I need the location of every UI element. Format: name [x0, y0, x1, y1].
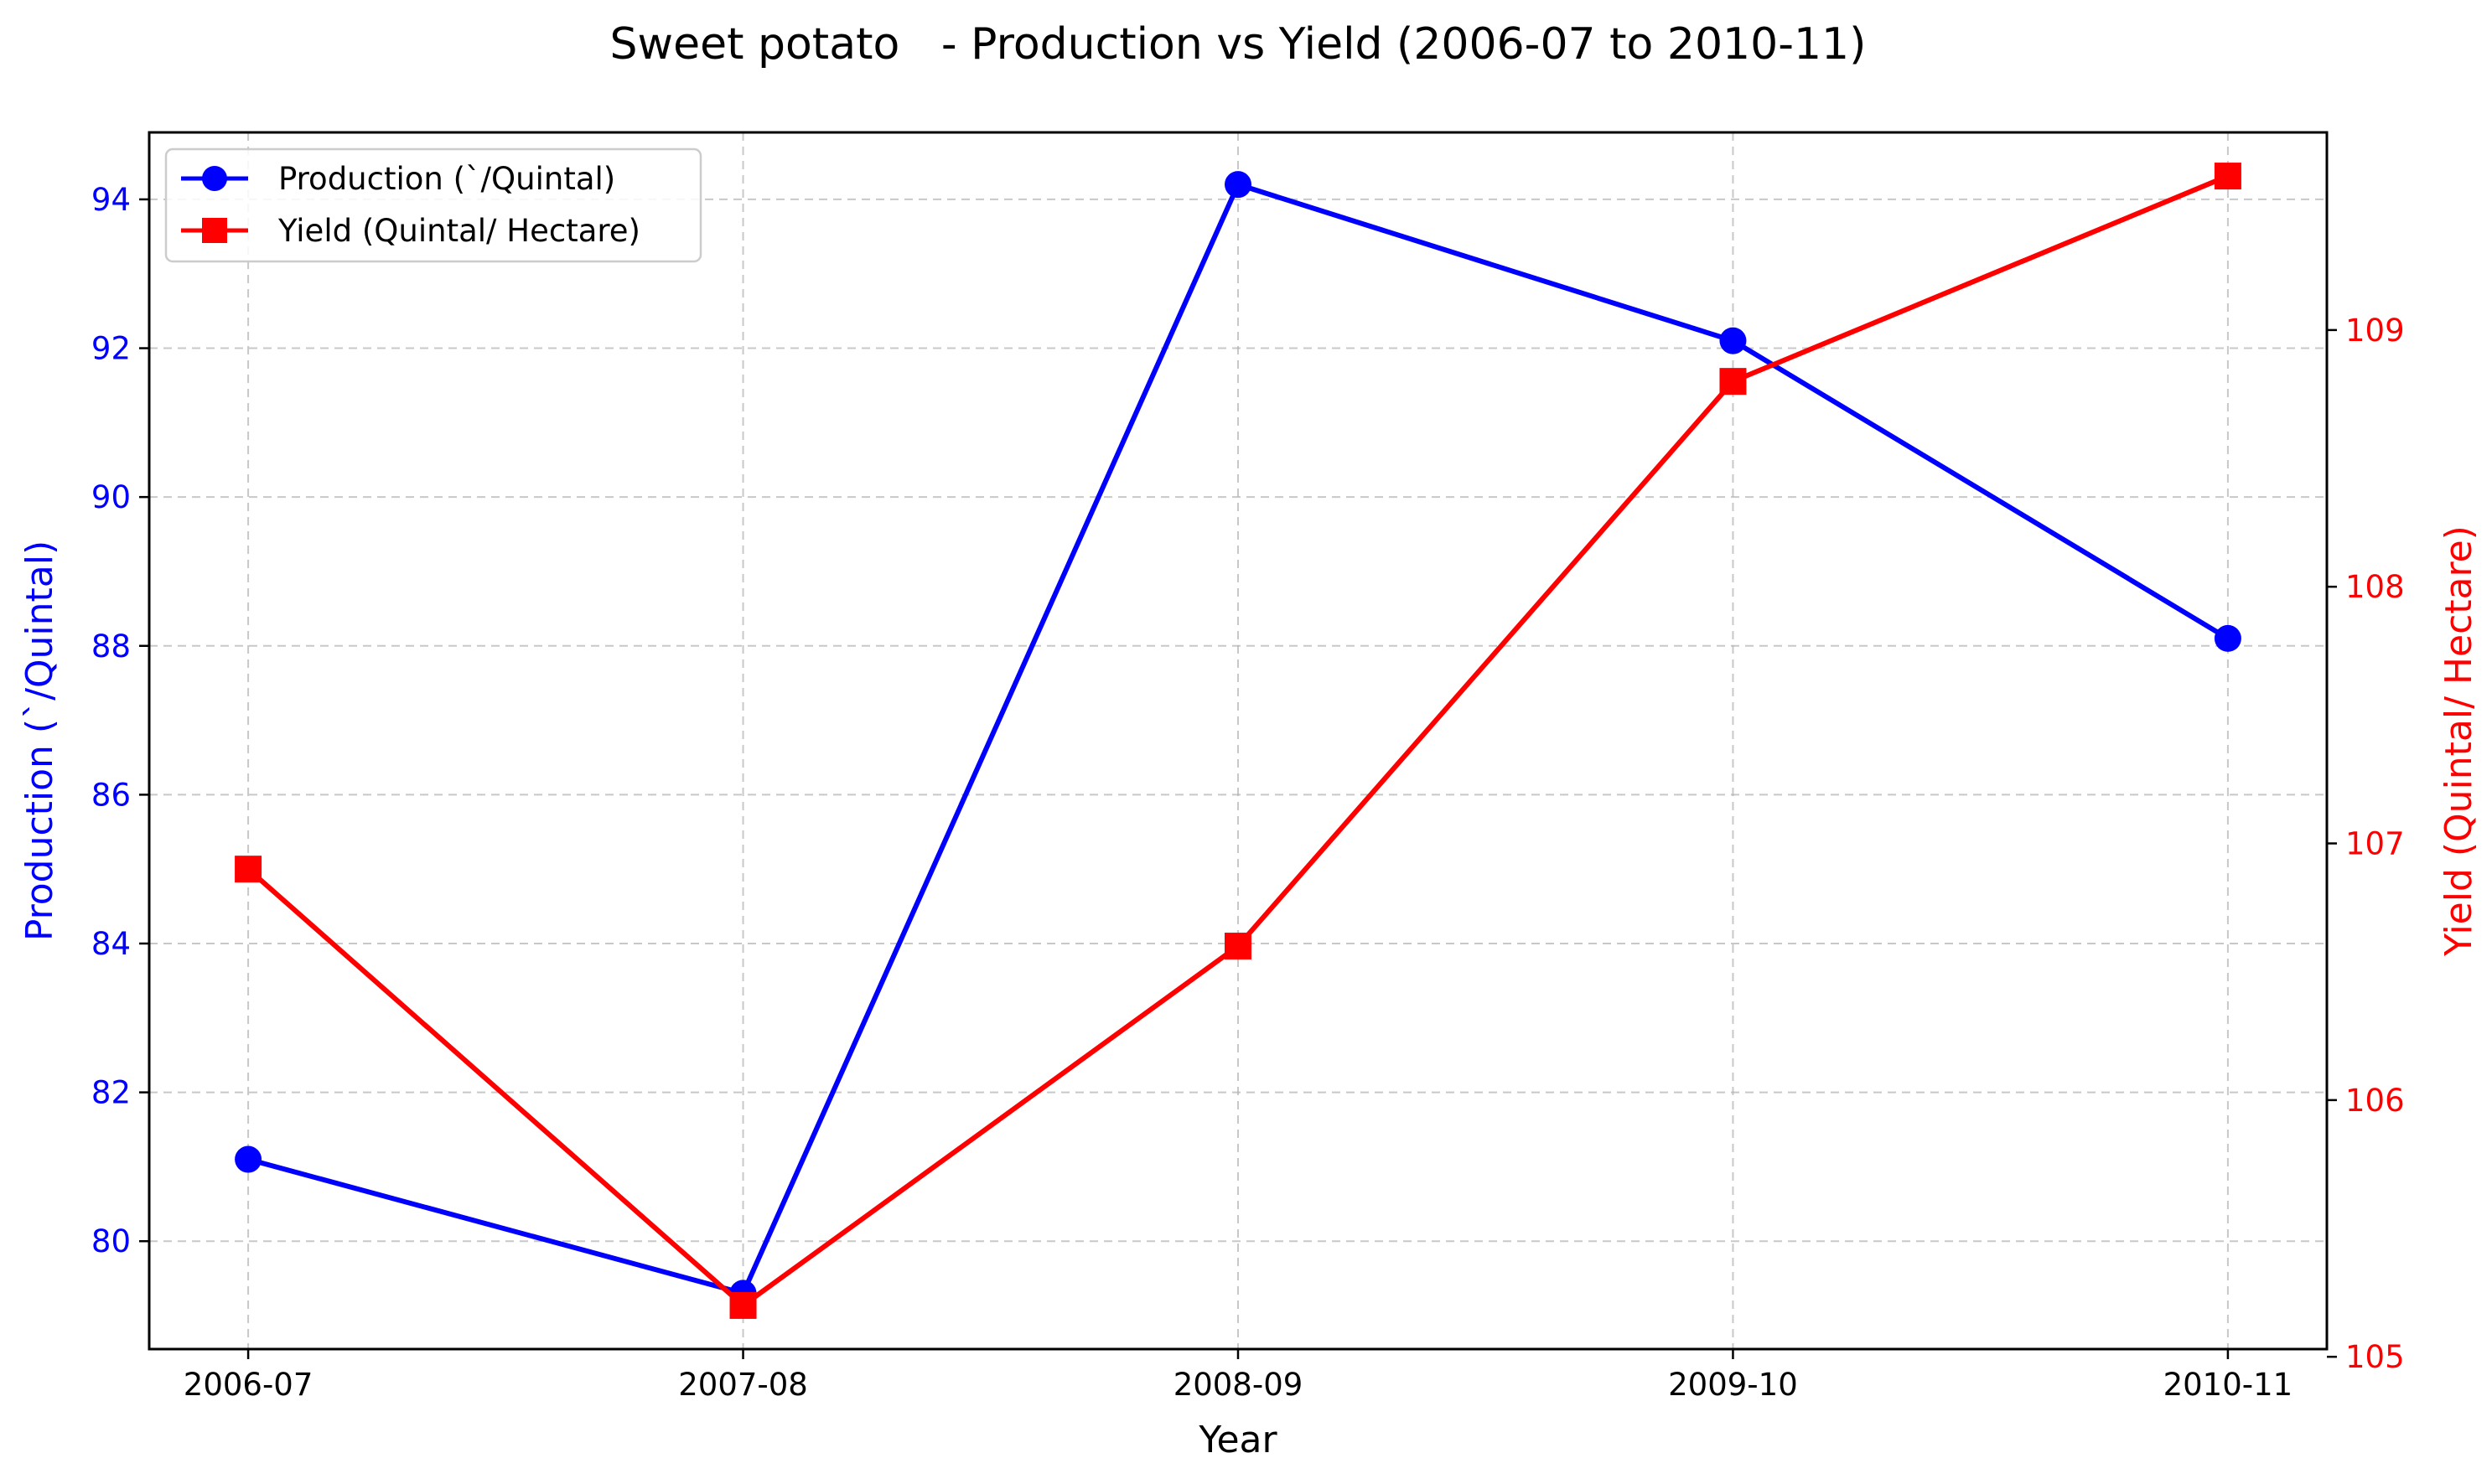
data-point-production	[2214, 624, 2241, 652]
legend-label-production: Production (`/Quintal)	[278, 161, 615, 197]
data-point-production	[1225, 171, 1251, 199]
y-axis-right-label: Yield (Quintal/ Hectare)	[2438, 525, 2480, 957]
legend-marker-yield	[202, 218, 227, 243]
legend-label-yield: Yield (Quintal/ Hectare)	[277, 213, 640, 249]
x-axis: 2006-07 2007-08 2008-09 2009-10 2010-11	[184, 1349, 2293, 1403]
legend-box	[164, 147, 702, 263]
y-left-tick-label: 94	[91, 182, 131, 218]
data-point-production	[1719, 327, 1747, 354]
y-axis-right: 105 106 107 108 109	[2327, 313, 2405, 1375]
series-layer	[235, 163, 2241, 1319]
y-right-tick-label: 108	[2345, 569, 2405, 605]
y-left-tick-label: 90	[91, 479, 131, 515]
y-right-tick-label: 106	[2345, 1083, 2405, 1119]
y-right-tick-label: 105	[2345, 1339, 2405, 1375]
data-point-yield	[1719, 368, 1747, 396]
y-axis-left: 80 82 84 86 88 90 92 94	[91, 182, 149, 1259]
data-point-production	[235, 1145, 262, 1173]
y-right-tick-label: 109	[2345, 313, 2405, 349]
y-left-tick-label: 84	[91, 926, 131, 962]
y-axis-left-label: Production (`/Quintal)	[18, 540, 61, 941]
chart-title: Sweet potato - Production vs Yield (2006…	[610, 19, 1867, 70]
x-tick-label: 2010-11	[2163, 1367, 2293, 1403]
legend-marker-production	[202, 166, 227, 191]
y-left-tick-label: 80	[91, 1223, 131, 1259]
data-point-yield	[2214, 163, 2241, 190]
x-tick-label: 2009-10	[1668, 1367, 1798, 1403]
legend: Production (`/Quintal) Yield (Quintal/ H…	[164, 147, 702, 263]
y-left-tick-label: 88	[91, 628, 131, 664]
y-left-tick-label: 86	[91, 777, 131, 813]
data-point-yield	[729, 1291, 757, 1319]
legend-entry-production: Production (`/Quintal)	[181, 161, 615, 197]
x-tick-label: 2007-08	[678, 1367, 808, 1403]
data-point-yield	[1225, 933, 1251, 960]
data-point-yield	[235, 856, 262, 883]
x-axis-label: Year	[1198, 1419, 1277, 1461]
x-tick-label: 2006-07	[184, 1367, 313, 1403]
legend-entry-yield: Yield (Quintal/ Hectare)	[181, 213, 640, 249]
y-right-tick-label: 107	[2345, 826, 2405, 862]
x-tick-label: 2008-09	[1173, 1367, 1303, 1403]
y-left-tick-label: 92	[91, 331, 131, 367]
y-left-tick-label: 82	[91, 1075, 131, 1111]
